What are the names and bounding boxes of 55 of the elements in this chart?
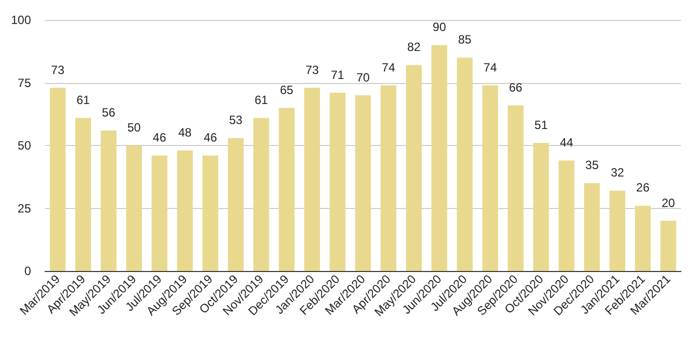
data-label: 26 [636, 180, 650, 195]
bar [100, 130, 116, 271]
bar [202, 156, 218, 271]
data-label: 20 [662, 196, 676, 210]
data-label: 53 [229, 112, 243, 127]
data-label: 73 [51, 62, 65, 77]
data-label: 73 [305, 62, 320, 77]
bar [456, 58, 473, 271]
y-tick-label: 25 [18, 201, 32, 216]
data-label: 90 [432, 20, 446, 34]
data-label: 74 [382, 60, 396, 74]
bar [660, 220, 676, 271]
data-label: 82 [407, 40, 421, 54]
data-label: 65 [280, 82, 294, 97]
data-label: 85 [458, 32, 472, 47]
bar [610, 190, 626, 271]
bar [50, 88, 66, 271]
data-label: 44 [560, 136, 574, 150]
data-label: 35 [585, 158, 599, 172]
bar [431, 45, 448, 271]
bar [304, 88, 320, 271]
y-tick-label: 0 [24, 264, 32, 278]
data-label: 56 [102, 105, 116, 120]
bar [253, 118, 270, 271]
data-label: 46 [204, 130, 218, 145]
y-tick-label: 100 [10, 13, 32, 27]
bar [533, 142, 549, 271]
data-label: 48 [178, 126, 192, 140]
bar [355, 95, 371, 271]
bar [278, 108, 295, 271]
bar [228, 138, 244, 271]
data-label: 74 [484, 60, 498, 74]
bar [634, 206, 651, 271]
y-tick-label: 75 [18, 76, 32, 90]
bar [126, 146, 142, 271]
bar [177, 150, 193, 271]
bar [75, 118, 92, 271]
data-label: 50 [127, 120, 142, 134]
data-label: 71 [330, 68, 345, 82]
data-label: 66 [508, 80, 523, 94]
data-label: 61 [76, 92, 90, 107]
data-label: 46 [152, 130, 166, 145]
bar [380, 85, 396, 271]
data-label: 70 [356, 70, 370, 84]
bar [558, 160, 574, 271]
bar [482, 85, 498, 271]
bar [508, 105, 524, 271]
data-label: 51 [534, 118, 548, 132]
data-label: 61 [254, 92, 268, 107]
bar [406, 65, 422, 271]
bar [152, 156, 168, 271]
bar [584, 183, 600, 271]
data-label: 32 [610, 166, 624, 180]
y-tick-label: 50 [18, 138, 32, 152]
bar [330, 92, 346, 271]
